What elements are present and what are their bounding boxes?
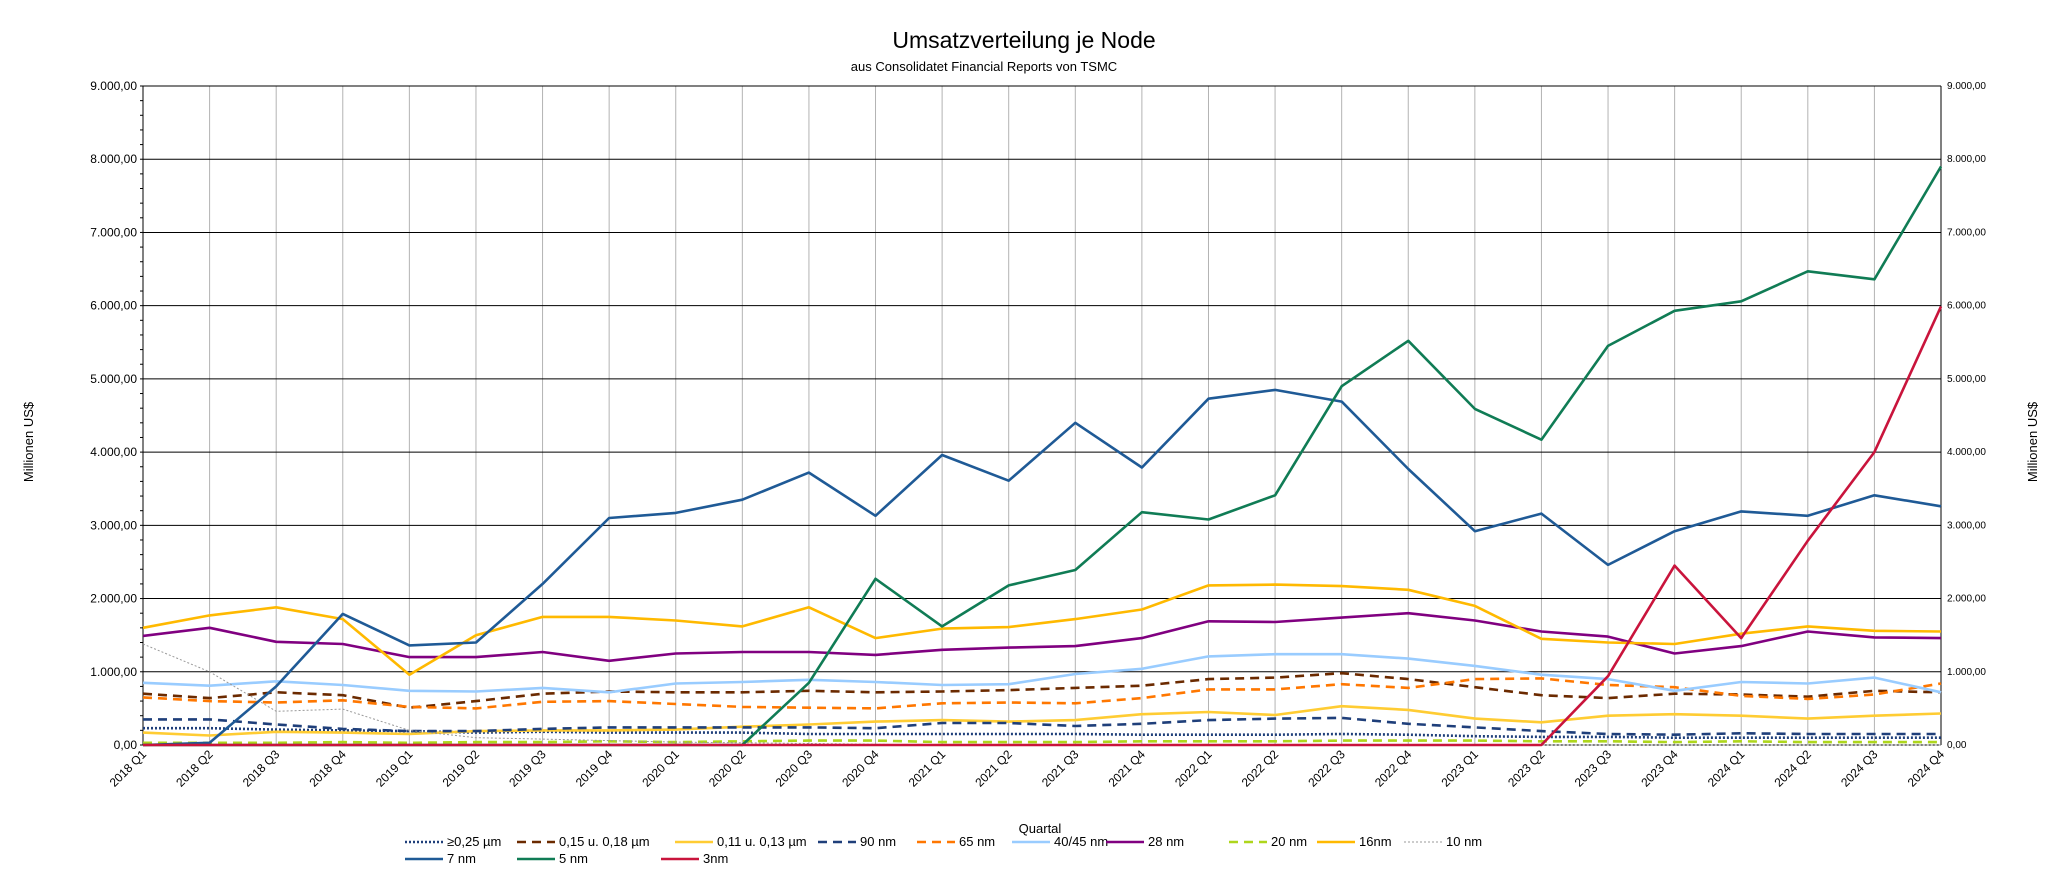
- series-line: [142, 704, 1942, 737]
- x-tick-label: 2024 Q1: [1705, 747, 1748, 790]
- legend: ≥0,25 µm 0,15 u. 0,18 µm 0,11 u. 0,13 µm 90…: [405, 834, 1482, 866]
- y-tick-label-right: 2.000,00: [1947, 594, 1986, 605]
- y-tick-label-left: 3.000,00: [90, 518, 137, 532]
- x-tick-label: 2023 Q2: [1505, 747, 1548, 790]
- x-tick-label: 2019 Q3: [506, 747, 549, 790]
- x-tick-label: 2018 Q2: [173, 747, 216, 790]
- x-tick-label: 2018 Q4: [306, 747, 349, 790]
- x-tick-label: 2022 Q2: [1239, 747, 1282, 790]
- chart-title: Umsatzverteilung je Node: [892, 27, 1155, 53]
- y-tick-label-left: 5.000,00: [90, 372, 137, 386]
- x-tick-label: 2023 Q1: [1439, 747, 1482, 790]
- legend-label: 65 nm: [959, 834, 995, 849]
- x-tick-label: 2021 Q2: [972, 747, 1015, 790]
- y-tick-label-right: 6.000,00: [1947, 301, 1986, 312]
- legend-label: 0,15 u. 0,18 µm: [559, 834, 650, 849]
- y-tick-label-right: 5.000,00: [1947, 374, 1986, 385]
- x-tick-label: 2020 Q3: [773, 747, 816, 790]
- legend-label: 40/45 nm: [1054, 834, 1108, 849]
- y-tick-label-left: 8.000,00: [90, 152, 137, 166]
- x-axis-label: Quartal: [1019, 821, 1062, 836]
- y-tick-label-right: 0,00: [1947, 740, 1967, 751]
- x-tick-label: 2022 Q1: [1172, 747, 1215, 790]
- legend-label: 28 nm: [1148, 834, 1184, 849]
- legend-label: 5 nm: [559, 851, 588, 866]
- chart-subtitle: aus Consolidatet Financial Reports von T…: [851, 59, 1117, 74]
- y-tick-label-left: 4.000,00: [90, 445, 137, 459]
- legend-label: 90 nm: [860, 834, 896, 849]
- x-tick-label: 2019 Q4: [573, 747, 616, 790]
- x-tick-label: 2023 Q4: [1638, 747, 1681, 790]
- series-line: [143, 716, 1941, 737]
- x-tick-label: 2019 Q1: [373, 747, 416, 790]
- legend-label: 7 nm: [447, 851, 476, 866]
- series-line: [142, 611, 1942, 663]
- y-tick-label-right: 1.000,00: [1947, 667, 1986, 678]
- series-line: [143, 305, 1943, 747]
- y-axis-label-right: Millionen US$: [2025, 401, 2040, 482]
- x-tick-label: 2019 Q2: [440, 747, 483, 790]
- legend-label: ≥0,25 µm: [447, 834, 501, 849]
- y-tick-label-left: 1.000,00: [90, 665, 137, 679]
- y-axis-label-left: Millionen US$: [21, 401, 36, 482]
- x-tick-label: 2024 Q2: [1771, 747, 1814, 790]
- x-tick-label: 2018 Q3: [240, 747, 283, 790]
- y-tick-label-left: 6.000,00: [90, 299, 137, 313]
- y-tick-label-left: 7.000,00: [90, 225, 137, 239]
- y-tick-label-right: 3.000,00: [1947, 520, 1986, 531]
- x-tick-label: 2023 Q3: [1572, 747, 1615, 790]
- y-tick-label-right: 7.000,00: [1947, 227, 1986, 238]
- x-tick-label: 2021 Q3: [1039, 747, 1082, 790]
- series-line: [142, 652, 1942, 694]
- x-tick-label: 2021 Q1: [906, 747, 949, 790]
- y-tick-label-right: 9.000,00: [1947, 81, 1986, 92]
- y-tick-label-right: 4.000,00: [1947, 447, 1986, 458]
- x-tick-label: 2022 Q4: [1372, 747, 1415, 790]
- x-tick-label: 2022 Q3: [1305, 747, 1348, 790]
- x-tick-label: 2024 Q4: [1905, 747, 1948, 790]
- series-line: [142, 583, 1942, 677]
- x-tick-label: 2020 Q1: [639, 747, 682, 790]
- x-tick-label: 2020 Q2: [706, 747, 749, 790]
- x-tick-label: 2020 Q4: [839, 747, 882, 790]
- y-tick-label-left: 0,00: [114, 738, 138, 752]
- axes: 0,00 0,00 1.000,00 1.000,00 2.000,00 2.000,00…: [90, 79, 1986, 790]
- legend-label: 0,11 u. 0,13 µm: [717, 834, 807, 849]
- series-line: [143, 739, 1941, 745]
- legend-label: 16nm: [1359, 834, 1392, 849]
- series-line: [142, 671, 1942, 710]
- y-tick-label-left: 2.000,00: [90, 592, 137, 606]
- y-tick-label-left: 9.000,00: [90, 79, 137, 93]
- legend-label: 10 nm: [1446, 834, 1482, 849]
- y-tick-label-right: 8.000,00: [1947, 154, 1986, 165]
- legend-label: 3nm: [703, 851, 728, 866]
- x-tick-label: 2024 Q3: [1838, 747, 1881, 790]
- legend-label: 20 nm: [1271, 834, 1307, 849]
- series-lines: [142, 165, 1943, 747]
- series-line: [142, 388, 1942, 747]
- x-tick-label: 2018 Q1: [107, 747, 150, 790]
- x-tick-label: 2021 Q4: [1106, 747, 1149, 790]
